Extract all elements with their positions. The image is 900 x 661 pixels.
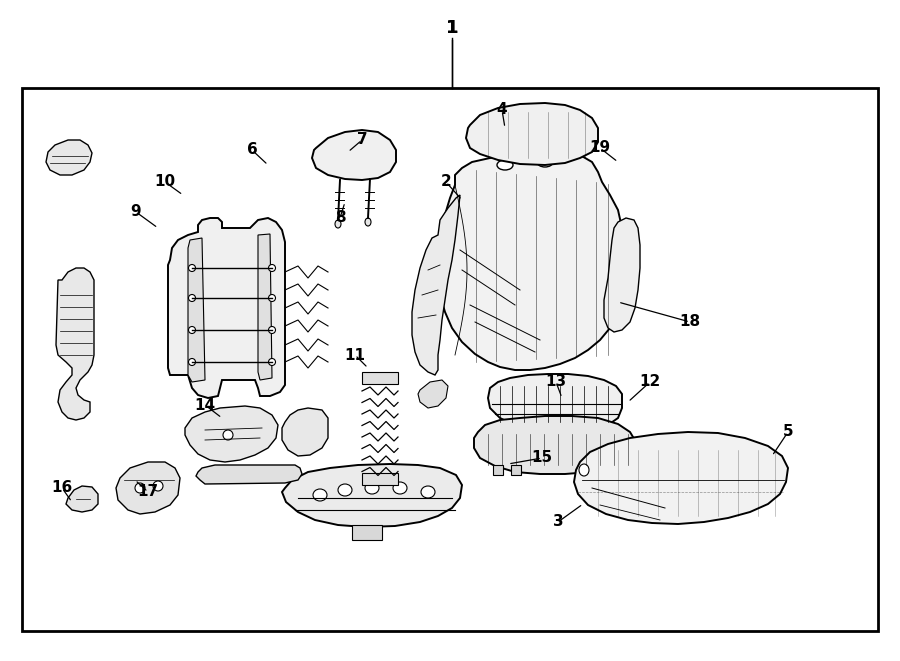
Polygon shape: [282, 408, 328, 456]
Polygon shape: [574, 432, 788, 524]
Text: 4: 4: [497, 102, 508, 118]
Ellipse shape: [188, 327, 195, 334]
Bar: [352, 525, 382, 540]
Ellipse shape: [223, 430, 233, 440]
Ellipse shape: [153, 481, 163, 491]
Ellipse shape: [188, 295, 195, 301]
Polygon shape: [116, 462, 180, 514]
Ellipse shape: [313, 489, 327, 501]
Polygon shape: [66, 486, 98, 512]
Polygon shape: [474, 416, 636, 474]
Polygon shape: [168, 218, 285, 398]
Ellipse shape: [365, 218, 371, 226]
Polygon shape: [362, 473, 398, 485]
Text: 7: 7: [356, 132, 367, 147]
Ellipse shape: [421, 486, 435, 498]
Text: 19: 19: [590, 141, 610, 155]
Text: 5: 5: [783, 424, 793, 440]
Text: 1: 1: [446, 19, 458, 37]
Polygon shape: [185, 406, 278, 462]
Ellipse shape: [268, 295, 275, 301]
Ellipse shape: [537, 157, 553, 167]
Ellipse shape: [135, 483, 145, 493]
Ellipse shape: [497, 160, 513, 170]
Ellipse shape: [188, 358, 195, 366]
Bar: [22, 88, 878, 631]
Text: 15: 15: [531, 451, 553, 465]
Text: 8: 8: [335, 210, 346, 225]
Text: 16: 16: [51, 481, 73, 496]
Polygon shape: [466, 103, 598, 165]
Ellipse shape: [335, 220, 341, 228]
Ellipse shape: [268, 327, 275, 334]
Polygon shape: [604, 218, 640, 332]
Text: 17: 17: [138, 485, 158, 500]
Text: 12: 12: [639, 375, 661, 389]
Polygon shape: [362, 372, 398, 384]
Polygon shape: [312, 130, 396, 180]
Text: 10: 10: [155, 175, 176, 190]
Ellipse shape: [268, 358, 275, 366]
Polygon shape: [258, 234, 272, 380]
Ellipse shape: [188, 264, 195, 272]
Bar: [493, 465, 503, 475]
Text: 11: 11: [345, 348, 365, 362]
Ellipse shape: [365, 482, 379, 494]
Text: 14: 14: [194, 397, 216, 412]
Text: 3: 3: [553, 514, 563, 529]
Text: 13: 13: [545, 375, 567, 389]
Ellipse shape: [393, 482, 407, 494]
Text: 9: 9: [130, 204, 141, 219]
Polygon shape: [196, 465, 302, 484]
Text: 18: 18: [680, 315, 700, 329]
Polygon shape: [46, 140, 92, 175]
Polygon shape: [418, 380, 448, 408]
Ellipse shape: [579, 464, 589, 476]
Polygon shape: [412, 195, 460, 375]
Text: 1: 1: [446, 19, 458, 37]
Text: 6: 6: [247, 143, 257, 157]
Text: 2: 2: [441, 175, 452, 190]
Ellipse shape: [338, 484, 352, 496]
Polygon shape: [488, 374, 622, 432]
Ellipse shape: [268, 264, 275, 272]
Polygon shape: [282, 464, 462, 527]
Polygon shape: [188, 238, 205, 382]
Bar: [511, 465, 521, 475]
Polygon shape: [56, 268, 94, 420]
Polygon shape: [438, 152, 625, 370]
